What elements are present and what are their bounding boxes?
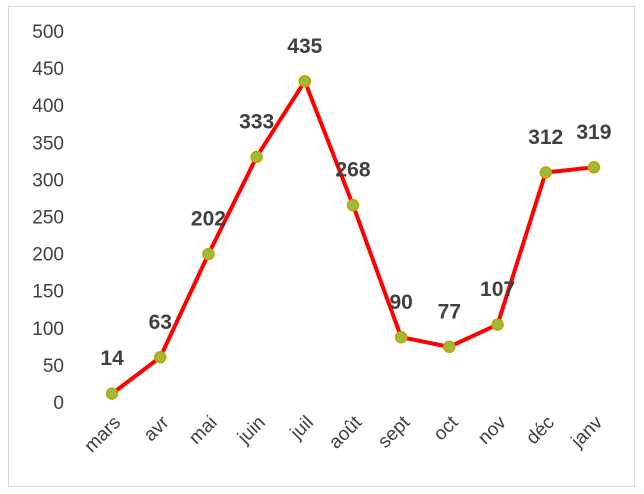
y-tick-label: 500 — [32, 22, 64, 43]
data-label: 77 — [438, 300, 461, 323]
y-tick-label: 450 — [32, 59, 64, 80]
data-label: 90 — [390, 291, 413, 314]
data-label: 319 — [576, 121, 611, 144]
data-label: 333 — [239, 110, 274, 133]
y-tick-label: 200 — [32, 245, 64, 266]
data-label: 312 — [528, 126, 563, 149]
marker — [443, 340, 456, 354]
data-label: 202 — [191, 208, 226, 231]
marker — [394, 330, 408, 344]
marker — [298, 74, 312, 88]
marker — [105, 387, 119, 400]
data-label: 14 — [100, 347, 124, 370]
y-tick-label: 100 — [32, 319, 64, 340]
y-tick-label: 400 — [32, 96, 64, 117]
data-label: 435 — [287, 35, 322, 58]
data-label: 268 — [335, 159, 370, 182]
chart-border — [8, 6, 635, 487]
data-label: 107 — [480, 278, 515, 301]
marker — [202, 247, 215, 261]
data-label: 63 — [149, 311, 172, 334]
marker — [539, 166, 552, 179]
y-tick-label: 50 — [43, 356, 64, 377]
marker — [587, 161, 601, 174]
marker — [346, 198, 360, 212]
y-tick-label: 350 — [32, 133, 64, 154]
marker — [491, 318, 504, 331]
y-tick-label: 150 — [32, 282, 64, 303]
y-tick-label: 0 — [53, 393, 64, 414]
marker — [154, 351, 167, 364]
y-tick-label: 250 — [32, 208, 64, 229]
marker — [250, 150, 263, 164]
y-tick-label: 300 — [32, 170, 64, 191]
